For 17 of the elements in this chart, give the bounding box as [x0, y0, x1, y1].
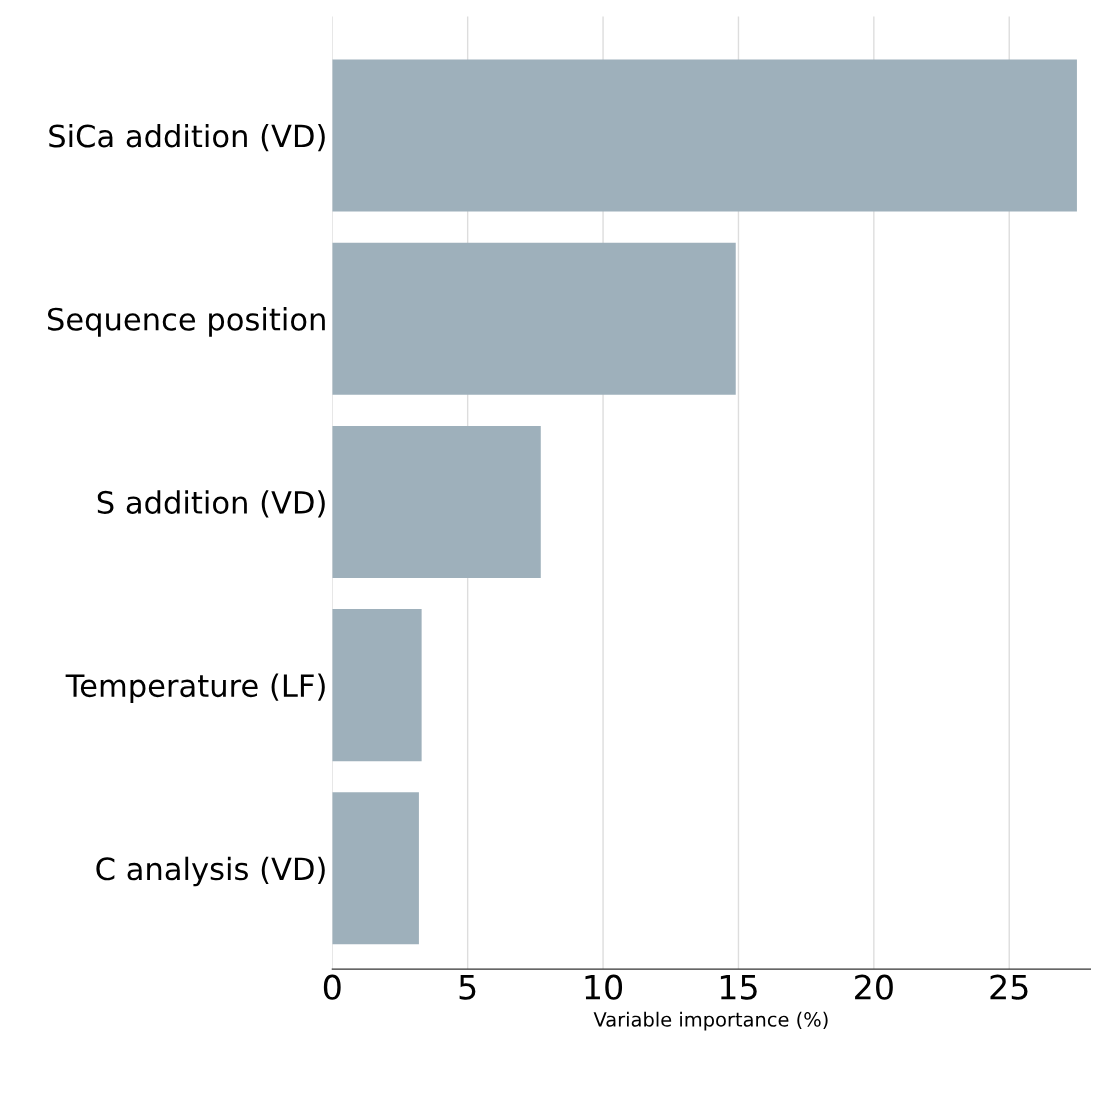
x-tick-label: 25: [990, 974, 1028, 1000]
bar: [332, 792, 419, 945]
bar: [332, 242, 736, 395]
y-tick-label: Temperature (LF): [65, 673, 325, 704]
x-tick-label: 10: [585, 974, 623, 1000]
x-tick-label: 15: [720, 974, 757, 1000]
x-tick-label: 0: [323, 974, 341, 1000]
y-tick-label: SiCa addition (VD): [49, 123, 325, 152]
bar: [332, 609, 422, 762]
bar: [332, 425, 541, 578]
x-tick-label: 20: [855, 974, 893, 1000]
y-tick-label: Sequence position: [47, 307, 325, 337]
x-axis-title: Variable importance (%): [593, 1011, 828, 1031]
bar: [332, 59, 1077, 212]
y-tick-label: S addition (VD): [97, 490, 325, 518]
y-tick-label: C analysis (VD): [96, 856, 325, 887]
x-tick-label: 5: [459, 974, 476, 1000]
